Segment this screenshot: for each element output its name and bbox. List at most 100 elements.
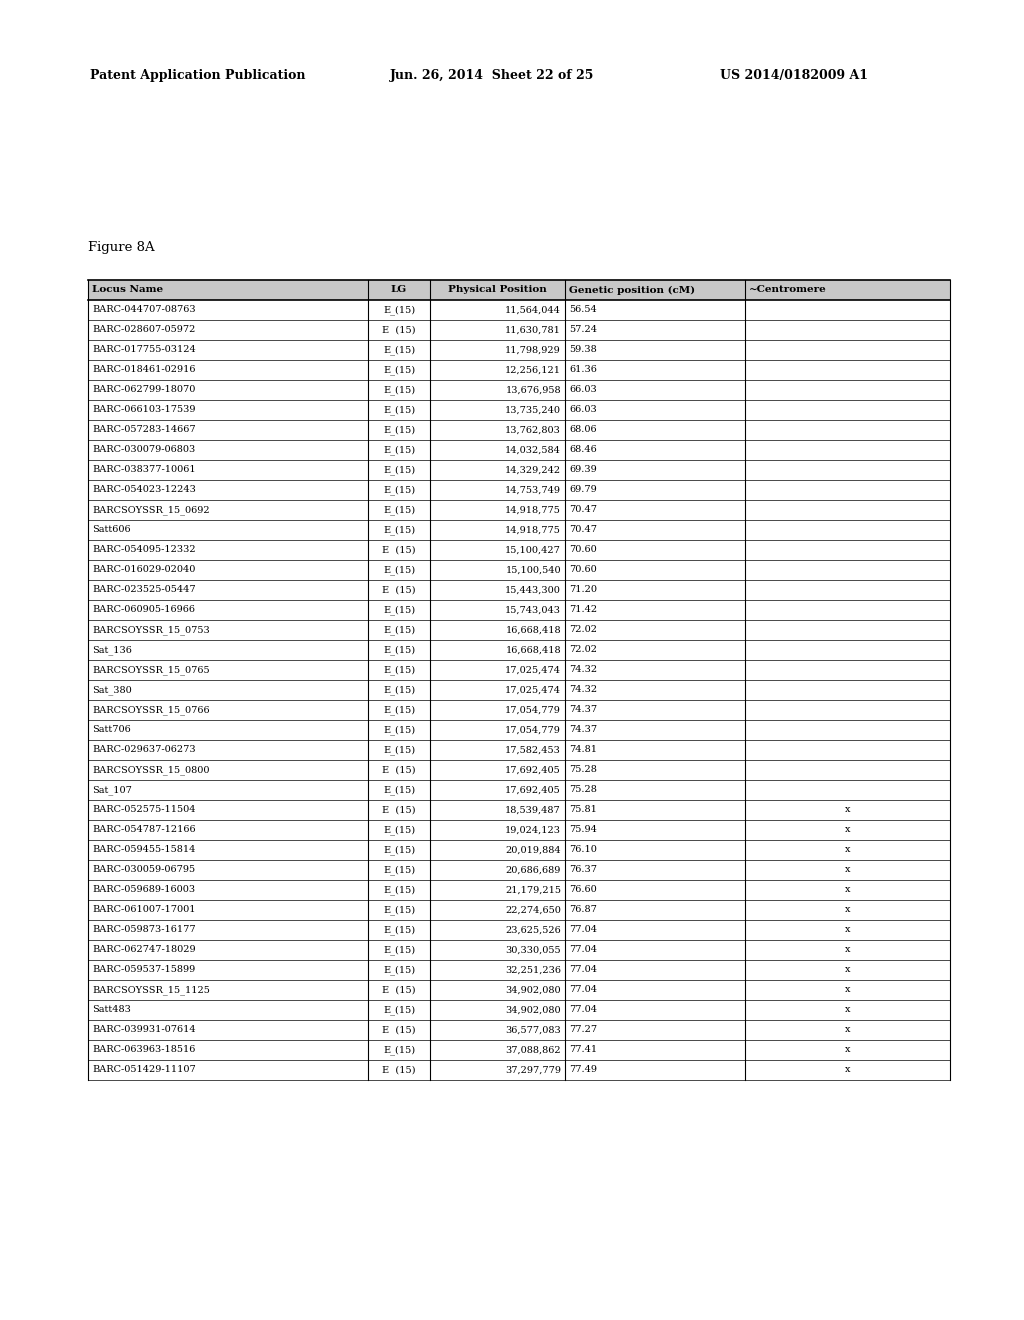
Text: 69.39: 69.39 (569, 466, 597, 474)
Bar (88, 719, 950, 741)
Bar (88, 560, 950, 579)
Bar (88, 760, 950, 780)
Text: x: x (845, 866, 850, 874)
Text: BARC-054023-12243: BARC-054023-12243 (92, 486, 196, 495)
Text: E_(15): E_(15) (383, 725, 415, 735)
Bar (88, 680, 950, 700)
Text: E  (15): E (15) (382, 986, 416, 994)
Text: Jun. 26, 2014  Sheet 22 of 25: Jun. 26, 2014 Sheet 22 of 25 (390, 69, 594, 82)
Text: 57.24: 57.24 (569, 326, 597, 334)
Bar (88, 780, 950, 800)
Text: 17,582,453: 17,582,453 (505, 746, 561, 755)
Text: BARC-063963-18516: BARC-063963-18516 (92, 1045, 196, 1055)
Text: 11,564,044: 11,564,044 (505, 305, 561, 314)
Text: 20,019,884: 20,019,884 (506, 846, 561, 854)
Text: 36,577,083: 36,577,083 (505, 1026, 561, 1035)
Text: 17,692,405: 17,692,405 (505, 785, 561, 795)
Text: 14,918,775: 14,918,775 (505, 525, 561, 535)
Text: BARC-054787-12166: BARC-054787-12166 (92, 825, 196, 834)
Bar (88, 601, 950, 620)
Text: 71.42: 71.42 (569, 606, 597, 615)
Text: x: x (845, 886, 850, 895)
Text: 75.81: 75.81 (569, 805, 597, 814)
Text: x: x (845, 1026, 850, 1035)
Text: 77.49: 77.49 (569, 1065, 597, 1074)
Text: E_(15): E_(15) (383, 366, 415, 375)
Text: LG: LG (391, 285, 408, 294)
Text: E_(15): E_(15) (383, 665, 415, 675)
Text: E_(15): E_(15) (383, 925, 415, 935)
Bar (88, 741, 950, 760)
Text: E_(15): E_(15) (383, 345, 415, 355)
Text: 12,256,121: 12,256,121 (505, 366, 561, 375)
Text: E_(15): E_(15) (383, 744, 415, 755)
Text: x: x (845, 1045, 850, 1055)
Text: x: x (845, 1065, 850, 1074)
Text: BARC-029637-06273: BARC-029637-06273 (92, 746, 196, 755)
Text: 23,625,526: 23,625,526 (505, 925, 561, 935)
Text: E_(15): E_(15) (383, 785, 415, 795)
Text: BARCSOYSSR_15_0753: BARCSOYSSR_15_0753 (92, 626, 210, 635)
Bar (88, 861, 950, 880)
Bar (88, 380, 950, 400)
Bar (88, 1020, 950, 1040)
Text: 72.02: 72.02 (569, 645, 597, 655)
Bar (88, 319, 950, 341)
Text: 75.28: 75.28 (569, 785, 597, 795)
Text: 76.37: 76.37 (569, 866, 597, 874)
Text: 70.60: 70.60 (569, 565, 597, 574)
Text: BARC-030079-06803: BARC-030079-06803 (92, 446, 196, 454)
Text: x: x (845, 846, 850, 854)
Text: E  (15): E (15) (382, 545, 416, 554)
Text: BARCSOYSSR_15_0800: BARCSOYSSR_15_0800 (92, 766, 210, 775)
Bar (88, 280, 950, 300)
Text: 76.10: 76.10 (569, 846, 597, 854)
Text: BARC-052575-11504: BARC-052575-11504 (92, 805, 196, 814)
Text: 74.32: 74.32 (569, 685, 597, 694)
Text: BARC-038377-10061: BARC-038377-10061 (92, 466, 196, 474)
Bar (88, 1040, 950, 1060)
Text: 75.28: 75.28 (569, 766, 597, 775)
Text: E_(15): E_(15) (383, 385, 415, 395)
Text: 72.02: 72.02 (569, 626, 597, 635)
Text: Satt706: Satt706 (92, 726, 131, 734)
Text: 74.37: 74.37 (569, 705, 597, 714)
Text: 70.47: 70.47 (569, 525, 597, 535)
Text: BARC-054095-12332: BARC-054095-12332 (92, 545, 196, 554)
Bar (88, 540, 950, 560)
Text: E_(15): E_(15) (383, 465, 415, 475)
Text: E_(15): E_(15) (383, 1005, 415, 1015)
Text: x: x (845, 805, 850, 814)
Text: x: x (845, 1006, 850, 1015)
Text: 21,179,215: 21,179,215 (505, 886, 561, 895)
Bar (88, 520, 950, 540)
Text: 16,668,418: 16,668,418 (506, 645, 561, 655)
Text: E_(15): E_(15) (383, 506, 415, 515)
Text: 61.36: 61.36 (569, 366, 597, 375)
Text: 16,668,418: 16,668,418 (506, 626, 561, 635)
Text: x: x (845, 945, 850, 954)
Bar (88, 360, 950, 380)
Text: BARC-028607-05972: BARC-028607-05972 (92, 326, 196, 334)
Bar (88, 880, 950, 900)
Text: 14,329,242: 14,329,242 (505, 466, 561, 474)
Text: E_(15): E_(15) (383, 825, 415, 836)
Text: BARCSOYSSR_15_1125: BARCSOYSSR_15_1125 (92, 985, 210, 995)
Bar (88, 700, 950, 719)
Text: 15,743,043: 15,743,043 (505, 606, 561, 615)
Bar (88, 1001, 950, 1020)
Text: 13,676,958: 13,676,958 (506, 385, 561, 395)
Bar (88, 500, 950, 520)
Text: 76.60: 76.60 (569, 886, 597, 895)
Text: E_(15): E_(15) (383, 305, 415, 315)
Text: BARC-030059-06795: BARC-030059-06795 (92, 866, 196, 874)
Bar (88, 341, 950, 360)
Text: 11,630,781: 11,630,781 (505, 326, 561, 334)
Bar (88, 300, 950, 319)
Text: E  (15): E (15) (382, 326, 416, 334)
Bar (88, 820, 950, 840)
Text: 17,025,474: 17,025,474 (505, 685, 561, 694)
Bar (88, 420, 950, 440)
Bar (88, 640, 950, 660)
Text: E  (15): E (15) (382, 586, 416, 594)
